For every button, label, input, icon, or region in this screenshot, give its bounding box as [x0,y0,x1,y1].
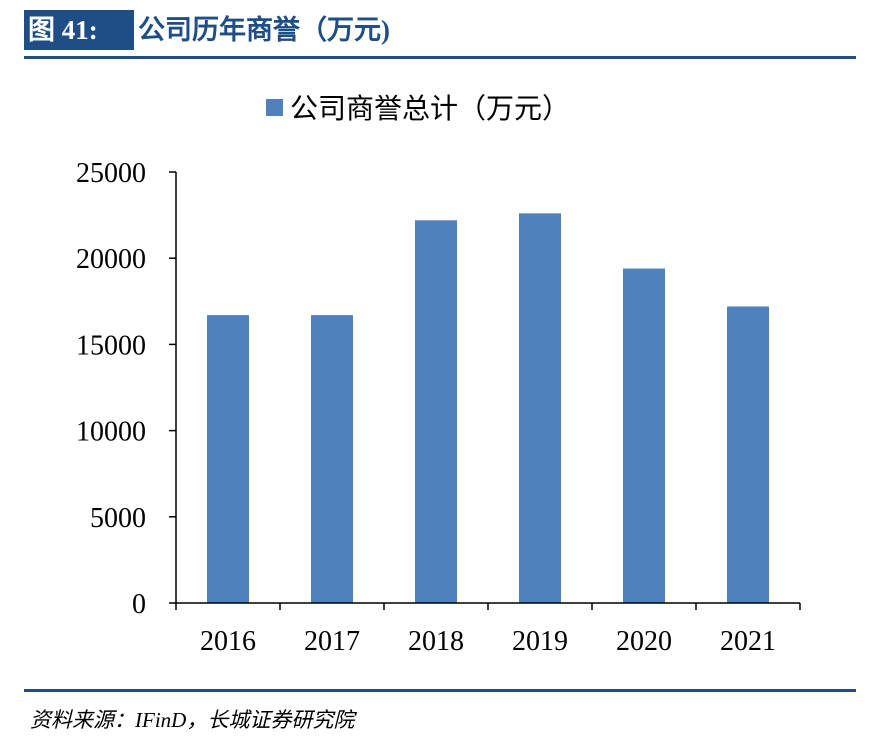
x-tick-label: 2018 [408,626,464,657]
bar-2021 [727,306,769,603]
x-tick-label: 2020 [616,626,672,657]
figure-title: 公司历年商誉（万元) [138,15,390,45]
legend-label: 公司商誉总计（万元） [290,92,570,125]
figure-header: 图 41: 公司历年商誉（万元) [24,8,856,58]
figure-label: 图 41: [24,10,134,50]
y-tick-label: 25000 [76,158,146,189]
legend-swatch [266,99,283,116]
x-tick-label: 2019 [512,626,568,657]
bar-chart: 公司商誉总计（万元） 0 5000 10000 15000 20000 25000 2016 2… [76,92,801,657]
footer-rule [24,689,856,692]
header-rule [24,56,856,59]
y-tick-label: 0 [132,589,146,620]
bar-2018 [415,220,457,603]
y-tick-label: 15000 [76,330,146,361]
bar-2017 [311,315,353,603]
bar-2020 [623,268,665,603]
source-note: 资料来源：IFinD，长城证券研究院 [30,708,355,732]
bar-2019 [519,213,561,603]
x-tick-label: 2017 [304,626,360,657]
x-tick-label: 2016 [200,626,256,657]
y-tick-label: 10000 [76,417,146,448]
y-tick-label: 5000 [90,503,146,534]
x-tick-label: 2021 [720,626,776,657]
bar-2016 [207,315,249,603]
y-tick-label: 20000 [76,244,146,275]
